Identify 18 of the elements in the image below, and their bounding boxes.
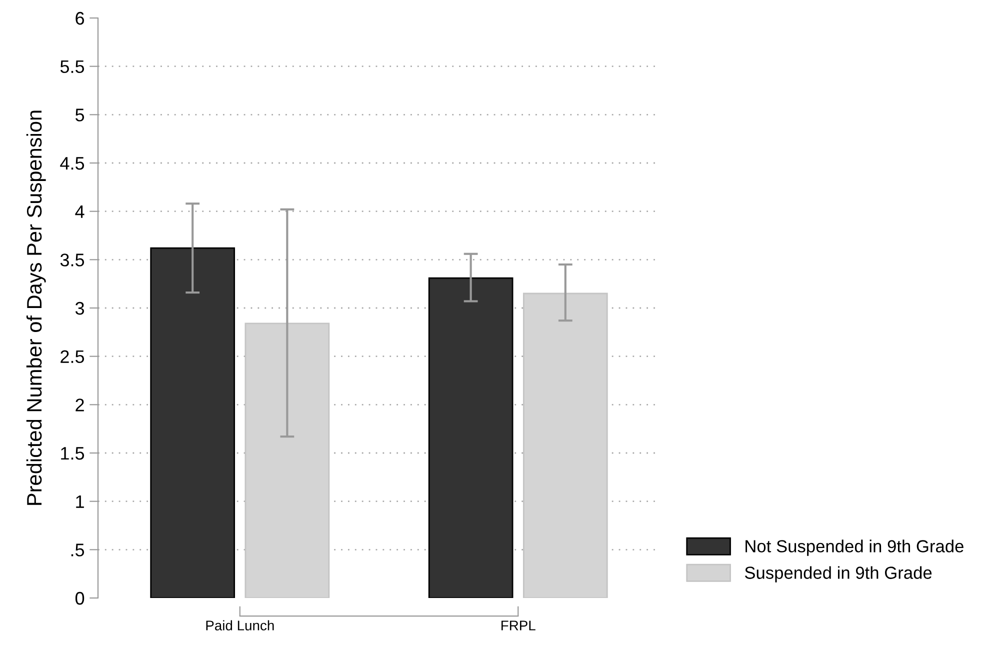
- y-tick-label: 1.5: [61, 447, 84, 460]
- y-tick-label: 5: [75, 108, 84, 122]
- y-tick-label: 2.5: [60, 350, 84, 364]
- y-tick-label: 3.5: [60, 254, 84, 266]
- legend-label: Suspended in 9th Grade: [744, 566, 932, 582]
- y-tick-label: 0: [75, 592, 84, 605]
- y-tick-label: 6: [76, 12, 84, 25]
- y-tick-label: 4.5: [60, 157, 84, 170]
- y-tick-label: 5.5: [60, 60, 84, 74]
- y-tick-label: 1: [76, 495, 84, 508]
- y-tick-label: 3: [75, 302, 84, 315]
- y-tick-label: 2: [76, 398, 84, 412]
- x-tick-label: Paid Lunch: [206, 620, 274, 630]
- x-tick-label: FRPL: [502, 620, 536, 630]
- legend-label: Not Suspended in 9th Grade: [746, 540, 964, 556]
- y-tick-label: .5: [71, 544, 84, 556]
- y-axis-title: Predicted Number of Days Per Suspension: [26, 110, 46, 505]
- y-tick-label: 4: [75, 205, 84, 218]
